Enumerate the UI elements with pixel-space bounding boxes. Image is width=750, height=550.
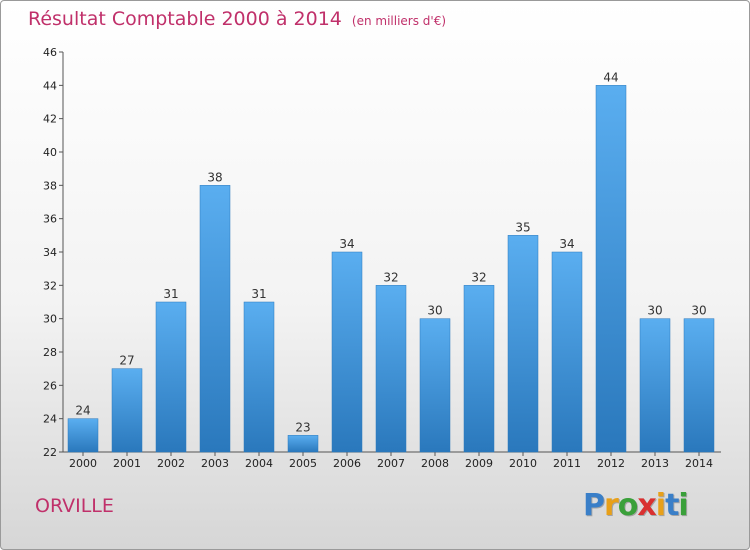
x-tick-label-2001: 2001 [113, 457, 141, 470]
logo-letter: r [604, 488, 619, 523]
value-label-2011: 34 [559, 237, 574, 251]
bar-2014 [683, 318, 715, 453]
bar-2010 [507, 235, 539, 453]
y-tick-label: 34 [43, 246, 57, 259]
y-tick-label: 42 [43, 113, 57, 126]
value-label-2010: 35 [515, 220, 530, 234]
x-tick-label-2008: 2008 [421, 457, 449, 470]
value-label-2014: 30 [691, 304, 706, 318]
x-tick-label-2011: 2011 [553, 457, 581, 470]
chart-unit: (en milliers d'€) [351, 14, 447, 28]
x-tick-label-2007: 2007 [377, 457, 405, 470]
bar-2001 [111, 368, 143, 453]
x-tick-label-2004: 2004 [245, 457, 273, 470]
x-tick-label-2014: 2014 [685, 457, 713, 470]
x-tick-label-2010: 2010 [509, 457, 537, 470]
value-label-2005: 23 [295, 420, 310, 434]
x-tick-label-2000: 2000 [69, 457, 97, 470]
x-tick-label-2003: 2003 [201, 457, 229, 470]
bar-2000 [67, 418, 99, 453]
commune-name: ORVILLE [35, 495, 114, 517]
logo-letter: i [678, 488, 688, 523]
chart-title-block: Résultat Comptable 2000 à 2014 (en millie… [28, 8, 446, 30]
bar-2011 [551, 251, 583, 453]
value-label-2002: 31 [163, 287, 178, 301]
value-label-2012: 44 [603, 70, 618, 84]
logo-letter: t [665, 488, 679, 523]
x-tick-label-2005: 2005 [289, 457, 317, 470]
bar-2002 [155, 301, 187, 453]
logo-letter: P [583, 488, 605, 523]
bar-2009 [463, 285, 495, 453]
bars: 24 27 31 38 31 23 34 32 30 32 35 34 44 30 30 [67, 70, 715, 453]
x-tick-label-2006: 2006 [333, 457, 361, 470]
y-tick-label: 38 [43, 179, 57, 192]
bar-2003 [199, 185, 231, 453]
y-tick-label: 26 [43, 379, 57, 392]
x-tick-label-2013: 2013 [641, 457, 669, 470]
y-tick-label: 28 [43, 346, 57, 359]
bar-2007 [375, 285, 407, 453]
y-tick-label: 36 [43, 213, 57, 226]
bar-2005 [287, 435, 319, 453]
bar-2012 [595, 85, 627, 453]
logo-letter: o [617, 488, 639, 523]
y-tick-label: 46 [43, 46, 57, 59]
x-tick-label-2009: 2009 [465, 457, 493, 470]
value-label-2009: 32 [471, 270, 486, 284]
y-tick-label: 44 [43, 79, 57, 92]
value-label-2003: 38 [207, 170, 222, 184]
value-label-2008: 30 [427, 304, 442, 318]
proxiti-logo: Proxiti [583, 488, 689, 523]
x-tick-label-2012: 2012 [597, 457, 625, 470]
value-label-2004: 31 [251, 287, 266, 301]
bar-2013 [639, 318, 671, 453]
bar-2004 [243, 301, 275, 453]
y-tick-label: 40 [43, 146, 57, 159]
bar-2008 [419, 318, 451, 453]
bar-2006 [331, 251, 363, 453]
y-tick-label: 30 [43, 313, 57, 326]
value-label-2000: 24 [75, 404, 90, 418]
value-label-2001: 27 [119, 354, 134, 368]
value-label-2007: 32 [383, 270, 398, 284]
x-tick-label-2002: 2002 [157, 457, 185, 470]
y-tick-label: 24 [43, 413, 57, 426]
chart-title: Résultat Comptable 2000 à 2014 [28, 8, 342, 30]
y-tick-label: 32 [43, 279, 57, 292]
logo-letter: x [637, 488, 656, 523]
y-tick-label: 22 [43, 446, 57, 459]
value-label-2013: 30 [647, 304, 662, 318]
logo-letter: i [655, 488, 666, 523]
value-label-2006: 34 [339, 237, 354, 251]
